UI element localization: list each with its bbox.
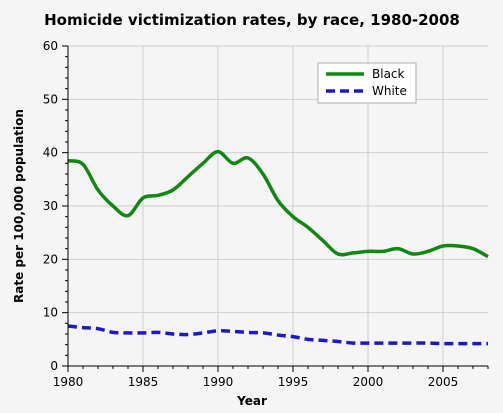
x-axis-label: Year	[236, 394, 267, 408]
y-tick-label: 60	[43, 39, 58, 53]
legend-box	[317, 62, 417, 104]
y-axis-label: Rate per 100,000 population	[12, 109, 26, 303]
legend-label-black: Black	[372, 67, 405, 81]
x-tick-label: 1995	[278, 375, 309, 389]
series-lines	[67, 149, 489, 346]
y-tick-label: 50	[43, 92, 58, 106]
ticks: 0 10 20 30 40 50 60 1980 1985 1990 1995 2000 2005	[43, 39, 489, 389]
y-tick-label: 30	[43, 199, 58, 213]
gridlines	[68, 45, 488, 366]
y-tick-label: 0	[50, 359, 58, 373]
legend: Black White	[317, 62, 417, 104]
series-line-black	[67, 149, 489, 259]
y-tick-label: 10	[43, 306, 58, 320]
x-tick-label: 1990	[203, 375, 234, 389]
legend-label-white: White	[372, 84, 407, 98]
series-line-white	[67, 324, 488, 346]
x-tick-label: 1985	[128, 375, 159, 389]
chart-title: Homicide victimization rates, by race, 1…	[44, 11, 460, 29]
y-tick-label: 40	[43, 146, 58, 160]
x-tick-label: 2000	[353, 375, 384, 389]
x-tick-label: 2005	[428, 375, 459, 389]
x-tick-label: 1980	[53, 375, 84, 389]
y-tick-label: 20	[43, 252, 58, 266]
